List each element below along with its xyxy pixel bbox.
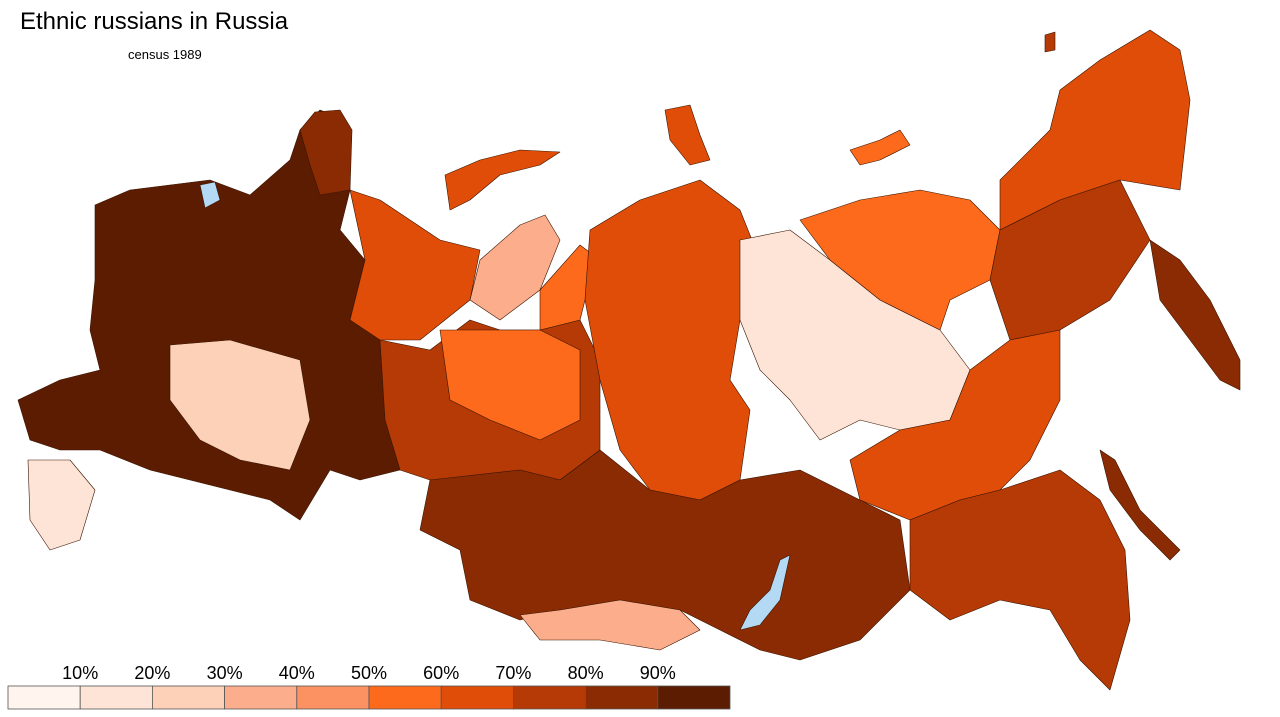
region-south-west <box>169 339 311 471</box>
region-far-east <box>849 329 1061 521</box>
region-altai <box>519 599 701 651</box>
lake-ladoga <box>199 181 221 209</box>
island-wrangel <box>1044 31 1056 53</box>
island-franz-josef <box>664 104 711 166</box>
map-title: Ethnic russians in Russia <box>20 8 289 35</box>
region-taymyr <box>444 149 561 211</box>
region-amur <box>909 469 1131 691</box>
region-krasnoyarsk <box>584 179 761 501</box>
island-new-siberian <box>849 129 911 166</box>
region-south-siberia <box>419 449 911 661</box>
lake-baikal <box>739 554 791 631</box>
region-komi <box>349 189 481 341</box>
region-kamchatka <box>1149 239 1241 391</box>
region-kola <box>299 109 353 196</box>
map-regions <box>17 29 1241 691</box>
map-subtitle: census 1989 <box>128 47 202 62</box>
region-khanty <box>439 329 581 441</box>
region-sakhalin <box>1099 449 1181 561</box>
region-nenets <box>469 214 561 321</box>
region-caucasus <box>27 459 96 551</box>
